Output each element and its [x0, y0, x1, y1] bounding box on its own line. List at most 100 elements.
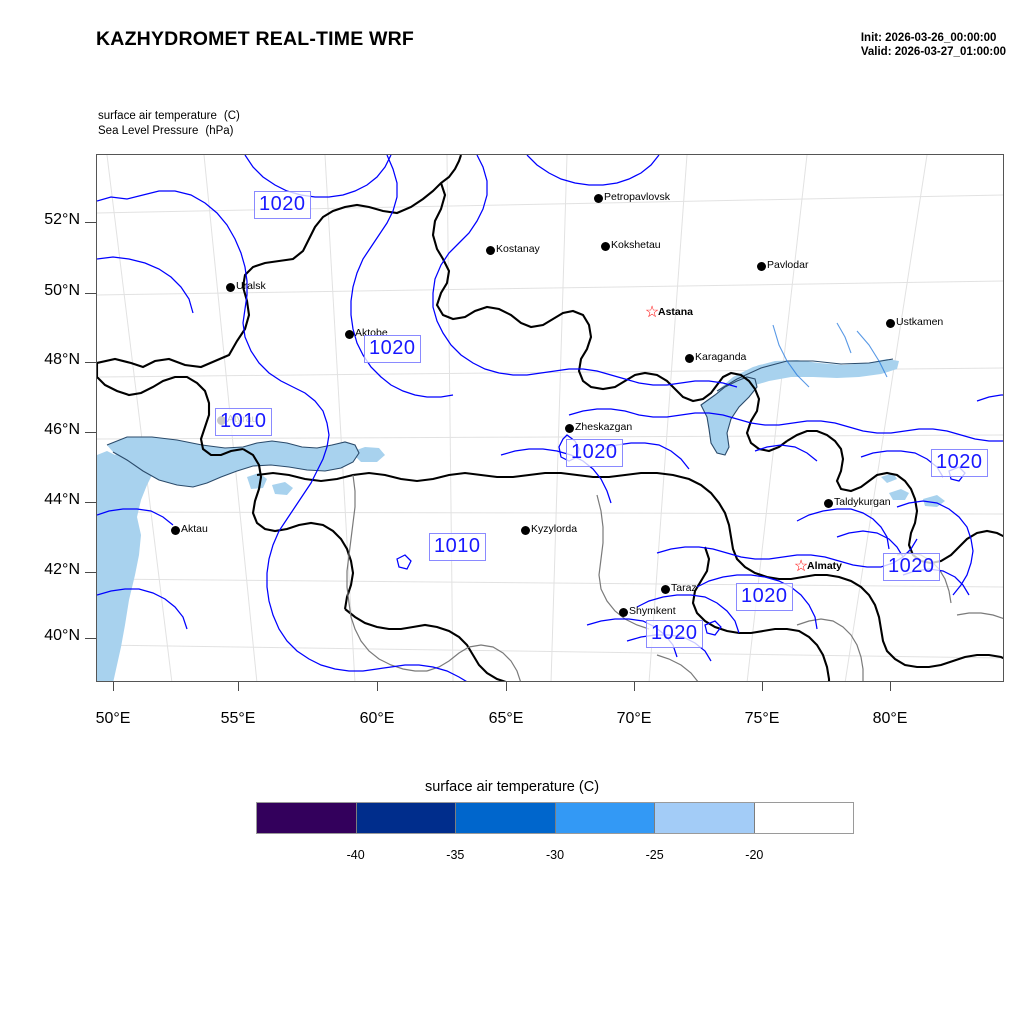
city-dot-icon — [485, 245, 495, 255]
city-label: Aktau — [181, 523, 208, 535]
colorbar-tick-label: -20 — [745, 848, 764, 862]
isobar-value-label: 1010 — [429, 533, 486, 561]
init-time: Init: 2026-03-26_00:00:00 — [860, 32, 997, 44]
water-bodies — [97, 359, 945, 681]
lon-tick-mark — [506, 682, 507, 691]
lat-tick-mark — [85, 362, 96, 363]
city-dot-icon — [225, 282, 235, 292]
lat-tick-label: 44°N — [44, 491, 80, 508]
lat-tick-mark — [85, 222, 96, 223]
city-label: Ustkamen — [896, 316, 944, 328]
city-dot-icon — [756, 261, 766, 271]
isobar-value-label: 1020 — [931, 449, 988, 477]
city-label: Zheskazgan — [575, 421, 633, 433]
lat-tick-label: 52°N — [44, 211, 80, 228]
lat-tick-mark — [85, 572, 96, 573]
city-dot-icon — [618, 607, 628, 617]
city-dot-icon — [520, 525, 530, 535]
lon-tick-label: 60°E — [359, 710, 395, 727]
internal-boundaries — [346, 474, 1003, 681]
lat-tick-mark — [85, 432, 96, 433]
lat-tick-label: 50°N — [44, 282, 80, 299]
city-label: Shymkent — [629, 605, 676, 617]
isobar-value-label: 1020 — [646, 620, 703, 648]
colorbar-tick-label: -40 — [346, 848, 365, 862]
lon-tick-label: 70°E — [616, 710, 652, 727]
page-title: KAZHYDROMET REAL-TIME WRF — [96, 28, 415, 50]
colorbar-segment — [257, 803, 356, 833]
colorbar-segment — [753, 803, 853, 833]
city-label: Kostanay — [496, 243, 540, 255]
colorbar-tick-label: -35 — [446, 848, 465, 862]
lon-tick-label: 55°E — [220, 710, 256, 727]
city-label: Pavlodar — [767, 259, 809, 271]
city-dot-icon — [885, 318, 895, 328]
lon-tick-label: 75°E — [744, 710, 780, 727]
valid-time: Valid: 2026-03-27_01:00:00 — [860, 46, 1006, 58]
lon-tick-mark — [890, 682, 891, 691]
lon-tick-mark — [634, 682, 635, 691]
colorbar-segment — [455, 803, 555, 833]
caption-temperature-name: surface air temperature — [98, 110, 217, 122]
isobar-value-label: 1020 — [254, 191, 311, 219]
city-dot-icon — [593, 193, 603, 203]
city-label: Kokshetau — [611, 239, 661, 251]
colorbar-tick-label: -25 — [645, 848, 664, 862]
caption-pressure-unit: (hPa) — [205, 125, 234, 137]
lon-tick-mark — [238, 682, 239, 691]
colorbar-segment — [355, 803, 455, 833]
lat-tick-mark — [85, 293, 96, 294]
city-dot-icon — [564, 423, 574, 433]
city-label: Taraz — [671, 582, 697, 594]
lon-tick-mark — [377, 682, 378, 691]
city-dot-icon — [684, 353, 694, 363]
lat-tick-mark — [85, 638, 96, 639]
city-label: Karaganda — [695, 351, 747, 363]
map-graphics — [97, 155, 1003, 681]
lon-tick-mark — [762, 682, 763, 691]
capital-star-icon: ☆ — [644, 304, 660, 321]
colorbar-segment — [654, 803, 754, 833]
city-label: Uralsk — [236, 280, 266, 292]
caption-temperature: surface air temperature (C) — [98, 109, 240, 124]
lat-tick-label: 40°N — [44, 627, 80, 644]
isobar-value-label: 1020 — [364, 335, 421, 363]
caption-pressure: Sea Level Pressure (hPa) — [98, 124, 240, 139]
lat-tick-mark — [85, 502, 96, 503]
isobar-value-label: 1010 — [215, 408, 272, 436]
caption-temperature-unit: (C) — [223, 110, 240, 122]
lon-tick-label: 65°E — [488, 710, 524, 727]
field-caption: surface air temperature (C) Sea Level Pre… — [98, 109, 240, 139]
colorbar-ticks: -40 -35 -30 -25 -20 — [256, 848, 854, 868]
lon-tick-label: 50°E — [95, 710, 131, 727]
lat-tick-label: 48°N — [44, 351, 80, 368]
city-label: Taldykurgan — [834, 496, 891, 508]
city-dot-icon — [823, 498, 833, 508]
city-dot-icon — [344, 329, 354, 339]
run-info: Init: 2026-03-26_00:00:00 Valid: 2026-03… — [861, 31, 1006, 59]
city-label: Petropavlovsk — [604, 191, 670, 203]
city-label: Astana — [658, 306, 694, 318]
colorbar[interactable] — [256, 802, 854, 834]
lat-tick-label: 46°N — [44, 421, 80, 438]
city-label: Kyzylorda — [531, 523, 578, 535]
graticule-lines — [97, 155, 1003, 681]
colorbar-tick-label: -30 — [545, 848, 565, 862]
national-borders — [97, 155, 1003, 681]
capital-star-icon: ☆ — [793, 558, 809, 575]
rivers — [772, 322, 888, 388]
city-dot-icon — [170, 525, 180, 535]
map-plot-area[interactable]: Petropavlovsk Kostanay Kokshetau Pavlodar Ur… — [96, 154, 1004, 682]
isobar-value-label: 1020 — [736, 583, 793, 611]
colorbar-segment — [554, 803, 654, 833]
isobar-value-label: 1020 — [883, 553, 940, 581]
colorbar-title: surface air temperature (C) — [424, 779, 600, 795]
caption-pressure-name: Sea Level Pressure — [98, 125, 199, 137]
isobar-value-label: 1020 — [566, 439, 623, 467]
city-dot-icon — [660, 584, 670, 594]
lon-tick-mark — [113, 682, 114, 691]
city-dot-icon — [600, 241, 610, 251]
coastline — [106, 358, 894, 488]
lon-tick-label: 80°E — [872, 710, 908, 727]
city-label: Almaty — [807, 560, 843, 572]
